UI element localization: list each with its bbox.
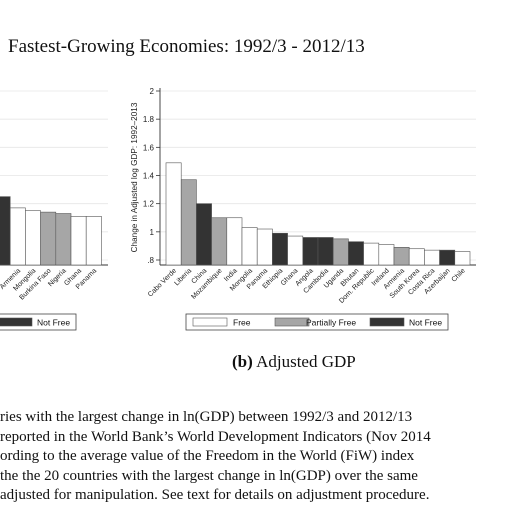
bar	[180, 179, 197, 266]
bar	[439, 249, 456, 266]
bar	[287, 235, 304, 266]
caption-text: Adjusted GDP	[256, 352, 356, 371]
legend-label: Partially Free	[306, 318, 356, 328]
bar	[211, 217, 228, 266]
bar	[55, 213, 72, 266]
x-tick-label: Liberia	[173, 267, 193, 287]
bar	[424, 249, 440, 266]
x-tick-label: Chile	[451, 267, 467, 283]
bar	[196, 203, 212, 266]
bar	[226, 217, 243, 266]
y-tick-label: 1.6	[143, 143, 155, 152]
legend-label: Not Free	[37, 318, 70, 328]
bar	[25, 210, 41, 266]
legend-swatch	[274, 317, 310, 327]
legend-swatch	[192, 317, 228, 327]
page-title: Fastest-Growing Economies: 1992/3 - 2012…	[8, 36, 365, 57]
bar	[393, 247, 410, 266]
legend: Free Partially Free Not Free	[185, 313, 449, 331]
bar	[332, 238, 349, 266]
note-line: the the 20 countries with the largest ch…	[0, 467, 418, 484]
note-line: adjusted for manipulation. See text for …	[0, 487, 430, 503]
y-axis-label: Change in Adjusted log GDP: 1992–2013	[130, 102, 139, 252]
legend-swatch	[0, 317, 33, 327]
bar	[9, 207, 26, 266]
bar	[85, 216, 102, 266]
bar	[272, 232, 288, 266]
bar	[302, 237, 319, 266]
legend-swatch	[369, 317, 405, 327]
bar	[363, 242, 380, 266]
bar	[241, 227, 258, 266]
legend-label: Free	[233, 318, 251, 328]
y-tick-label: 1	[150, 228, 155, 237]
y-tick-label: 2	[150, 87, 155, 96]
bar	[348, 241, 364, 266]
figure-notes: ries with the largest change in ln(GDP) …	[0, 408, 520, 506]
bar	[454, 251, 471, 266]
legend: Not Free	[0, 313, 77, 331]
legend-label: Not Free	[409, 318, 442, 328]
bar	[0, 196, 11, 266]
caption-label: (b)	[232, 352, 253, 371]
y-tick-label: .8	[147, 256, 154, 265]
bar	[70, 216, 87, 266]
bar	[378, 244, 395, 266]
bar	[40, 211, 57, 266]
bar	[317, 237, 334, 266]
y-tick-label: 1.4	[143, 172, 155, 181]
caption-adjusted-gdp: (b) Adjusted GDP	[232, 352, 356, 372]
bar	[165, 162, 182, 266]
y-tick-label: 1.8	[143, 115, 155, 124]
bar	[408, 248, 425, 266]
note-line: ries with the largest change in ln(GDP) …	[0, 409, 413, 425]
bar	[256, 228, 273, 266]
note-line: reported in the World Bank’s World Devel…	[0, 428, 431, 445]
y-tick-label: 1.2	[143, 200, 155, 209]
note-line: ording to the average value of the Freed…	[0, 448, 415, 464]
